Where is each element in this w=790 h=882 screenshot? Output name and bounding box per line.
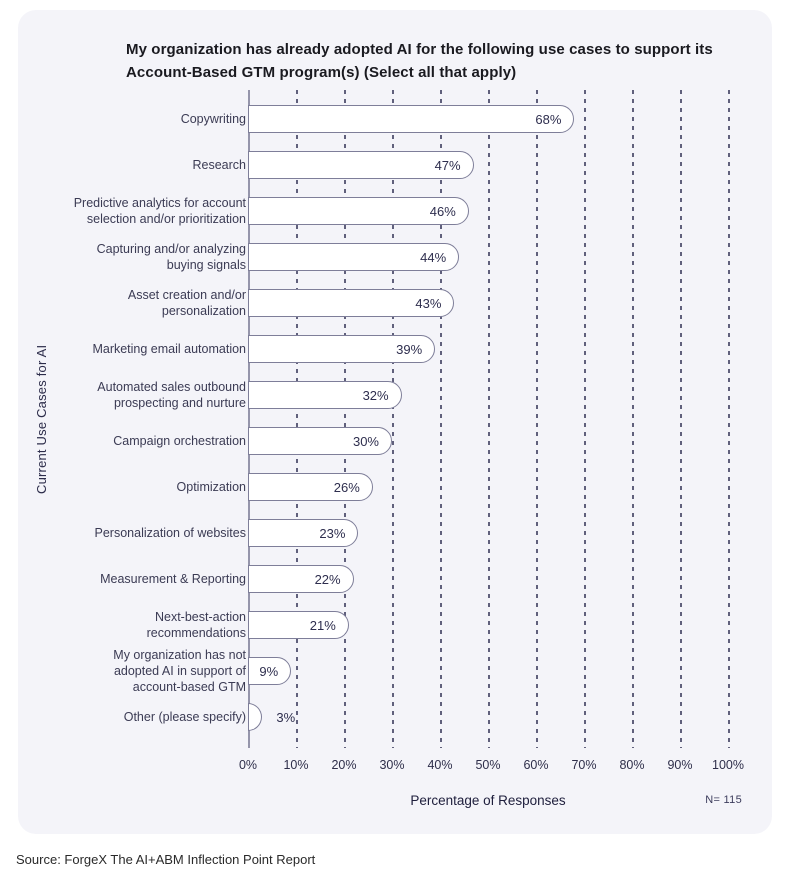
bar-rows: 68% 47% 46% 44% 43% 39% 32% 30% 26% 23% 22% 21% 9% 3% xyxy=(248,96,728,740)
category-label: Research xyxy=(192,157,247,172)
category-label: Measurement & Reporting xyxy=(100,571,246,586)
gridline-70pct xyxy=(584,90,586,748)
x-tick-label: 90% xyxy=(667,758,693,772)
x-tick-label: 50% xyxy=(475,758,501,772)
bar-row: 68% xyxy=(248,96,728,142)
bar-row: 23% xyxy=(248,510,728,556)
bar: 46% xyxy=(248,197,469,225)
x-tick-label: 0% xyxy=(238,758,258,772)
bar: 32% xyxy=(248,381,402,409)
bar-value-label: 47% xyxy=(434,157,461,173)
bar-row: 46% xyxy=(248,188,728,234)
bar-row: 26% xyxy=(248,464,728,510)
x-tick-label: 10% xyxy=(283,758,309,772)
bar-row: 32% xyxy=(248,372,728,418)
x-tick-label: 60% xyxy=(523,758,549,772)
category-label: Marketing email automation xyxy=(92,341,246,356)
category-label: My organization has not adopted AI in su… xyxy=(113,647,246,695)
bar: 23% xyxy=(248,519,359,547)
category-label: Capturing and/or analyzing buying signal… xyxy=(96,241,246,272)
category-labels-column: Copywriting Research Predictive analytics … xyxy=(70,96,246,740)
bar-row: 30% xyxy=(248,418,728,464)
sample-size-note: N= 115 xyxy=(705,794,742,806)
category-label: Asset creation and/or personalization xyxy=(127,287,246,318)
gridline-20pct xyxy=(344,90,346,748)
bar-value-label: 21% xyxy=(309,617,336,633)
category-label: Next-best-action recommendations xyxy=(146,609,246,640)
chart-title: My organization has already adopted AI f… xyxy=(126,41,713,82)
bar-value-label: 46% xyxy=(429,203,456,219)
bar: 9% xyxy=(248,657,292,685)
gridline-60pct xyxy=(536,90,538,748)
bar-value-label: 30% xyxy=(352,433,379,449)
category-label: Predictive analytics for account selecti… xyxy=(73,195,246,226)
bar-row: 22% xyxy=(248,556,728,602)
bar-row: 3% xyxy=(248,694,728,740)
x-tick-label: 20% xyxy=(331,758,357,772)
category-label: Optimization xyxy=(176,479,246,494)
category-label: Campaign orchestration xyxy=(113,433,246,448)
bar-row: 44% xyxy=(248,234,728,280)
gridline-80pct xyxy=(632,90,634,748)
gridline-50pct xyxy=(488,90,490,748)
source-note: Source: ForgeX The AI+ABM Inflection Poi… xyxy=(16,852,316,867)
bar: 68% xyxy=(248,105,575,133)
category-label: Personalization of websites xyxy=(94,525,246,540)
bar-row: 43% xyxy=(248,280,728,326)
bar-value-label: 32% xyxy=(362,387,389,403)
x-tick-label: 40% xyxy=(427,758,453,772)
bar-value-label: 39% xyxy=(396,341,423,357)
x-axis-title: Percentage of Responses xyxy=(410,793,566,808)
gridline-30pct xyxy=(392,90,394,748)
bar: 30% xyxy=(248,427,392,455)
x-axis-ticks: 0% 10% 20% 30% 40% 50% 60% 70% 80% 90% 100% xyxy=(239,758,744,776)
bar-value-label: 68% xyxy=(535,111,562,127)
bar-value-label: 23% xyxy=(319,525,346,541)
bar: 43% xyxy=(248,289,455,317)
bar-value-label: 44% xyxy=(420,249,447,265)
bar-value-label: 43% xyxy=(415,295,442,311)
x-tick-label: 70% xyxy=(571,758,597,772)
chart-card: My organization has already adopted AI f… xyxy=(18,10,772,834)
gridline-90pct xyxy=(680,90,682,748)
gridline-100pct xyxy=(728,90,730,748)
gridline-10pct xyxy=(296,90,298,748)
bar-value-label: 22% xyxy=(314,571,341,587)
bar-value-label: 9% xyxy=(259,663,279,679)
bar-value-label: 26% xyxy=(333,479,360,495)
plot-area: 68% 47% 46% 44% 43% 39% 32% 30% 26% 23% 22% 21% 9% 3% xyxy=(248,90,730,748)
category-label: Other (please specify) xyxy=(123,709,246,724)
x-tick-label: 30% xyxy=(379,758,405,772)
gridline-40pct xyxy=(440,90,442,748)
y-axis-line xyxy=(248,90,250,748)
bar: 22% xyxy=(248,565,354,593)
category-label: Copywriting xyxy=(180,111,246,126)
x-tick-label: 100% xyxy=(712,758,744,772)
bar-row: 21% xyxy=(248,602,728,648)
bar: 21% xyxy=(248,611,349,639)
bar-row: 9% xyxy=(248,648,728,694)
bar xyxy=(248,703,263,731)
bar-row: 47% xyxy=(248,142,728,188)
y-axis-label: Current Use Cases for AI xyxy=(34,344,49,494)
bar-value-label: 3% xyxy=(276,709,296,725)
category-label: Automated sales outbound prospecting and… xyxy=(97,379,246,410)
x-tick-label: 80% xyxy=(619,758,645,772)
bar: 44% xyxy=(248,243,460,271)
bar: 47% xyxy=(248,151,474,179)
bar: 39% xyxy=(248,335,436,363)
bar-row: 39% xyxy=(248,326,728,372)
bar: 26% xyxy=(248,473,373,501)
